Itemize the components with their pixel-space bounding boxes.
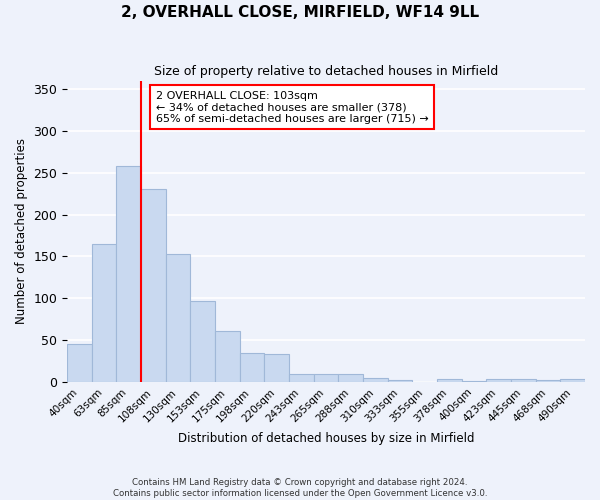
Text: 2, OVERHALL CLOSE, MIRFIELD, WF14 9LL: 2, OVERHALL CLOSE, MIRFIELD, WF14 9LL	[121, 5, 479, 20]
Bar	[265, 354, 289, 382]
Title: Size of property relative to detached houses in Mirfield: Size of property relative to detached ho…	[154, 65, 498, 78]
Bar	[560, 380, 585, 382]
Bar	[462, 381, 487, 382]
Bar	[487, 380, 511, 382]
Bar	[116, 166, 141, 382]
Bar	[437, 378, 462, 382]
Text: 2 OVERHALL CLOSE: 103sqm
← 34% of detached houses are smaller (378)
65% of semi-: 2 OVERHALL CLOSE: 103sqm ← 34% of detach…	[156, 90, 428, 124]
Bar	[215, 331, 240, 382]
Bar	[388, 380, 412, 382]
Bar	[141, 190, 166, 382]
Bar	[289, 374, 314, 382]
Bar	[240, 352, 265, 382]
Bar	[363, 378, 388, 382]
Bar	[166, 254, 190, 382]
Bar	[190, 300, 215, 382]
Bar	[338, 374, 363, 382]
Bar	[536, 380, 560, 382]
Bar	[511, 378, 536, 382]
Bar	[314, 374, 338, 382]
Y-axis label: Number of detached properties: Number of detached properties	[15, 138, 28, 324]
Text: Contains HM Land Registry data © Crown copyright and database right 2024.
Contai: Contains HM Land Registry data © Crown c…	[113, 478, 487, 498]
Bar	[67, 344, 92, 382]
X-axis label: Distribution of detached houses by size in Mirfield: Distribution of detached houses by size …	[178, 432, 475, 445]
Bar	[92, 244, 116, 382]
